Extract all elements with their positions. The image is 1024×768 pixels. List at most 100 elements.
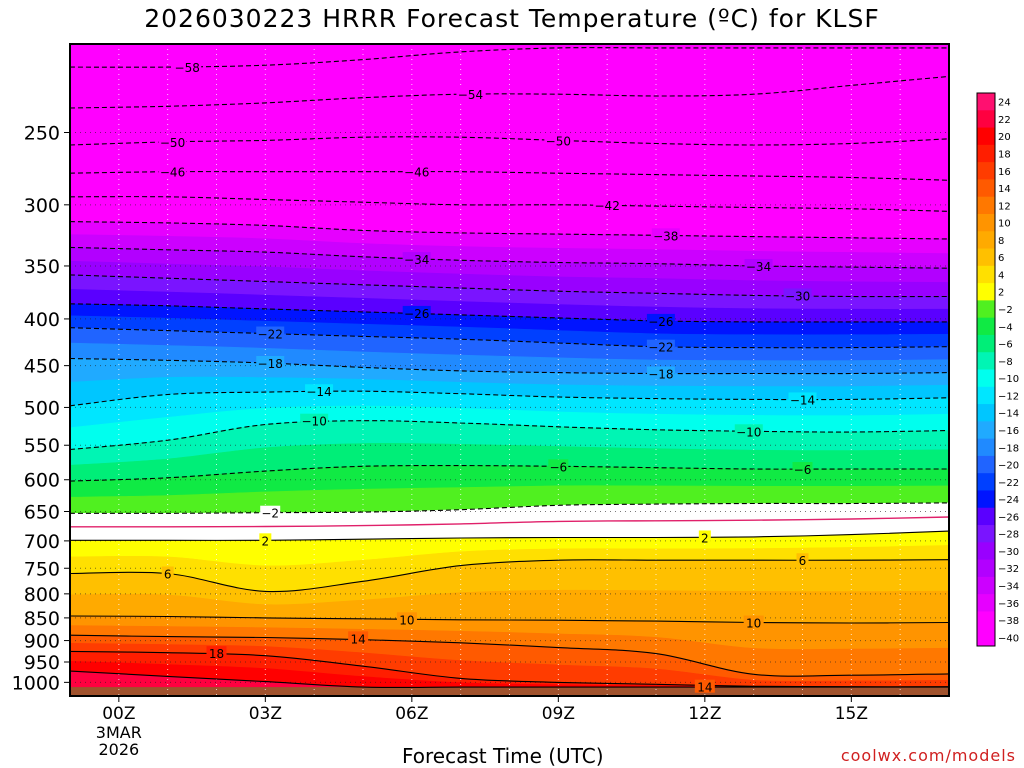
isotherm-label: −18 bbox=[258, 357, 283, 371]
isotherm-line bbox=[70, 303, 949, 323]
isotherm-line bbox=[70, 196, 949, 212]
y-tick-label: 850 bbox=[24, 608, 60, 630]
isotherm-label: −14 bbox=[306, 385, 331, 399]
x-tick-sublabel: 3MAR bbox=[96, 723, 142, 742]
plot-frame bbox=[69, 43, 950, 697]
isotherm-line bbox=[70, 670, 949, 689]
isotherm-label-bg bbox=[734, 424, 763, 438]
x-tick-label: 06Z bbox=[395, 704, 428, 724]
isotherm-label-bg bbox=[305, 384, 334, 398]
isotherm-label-bg bbox=[256, 326, 285, 340]
isotherm-label-bg bbox=[744, 258, 773, 272]
y-tick-label: 350 bbox=[24, 256, 60, 278]
legend-swatch bbox=[977, 438, 995, 457]
isotherm-label-bg bbox=[259, 533, 272, 547]
ground-surface bbox=[70, 687, 949, 696]
legend-label: −18 bbox=[998, 443, 1019, 454]
legend-swatch bbox=[977, 283, 995, 301]
x-tick-label: 09Z bbox=[542, 704, 575, 724]
isotherm-label-bg bbox=[646, 339, 675, 353]
y-tick-label: 750 bbox=[24, 558, 60, 580]
y-tick-label: 950 bbox=[24, 652, 60, 674]
isotherm-label: −42 bbox=[595, 199, 620, 213]
isotherm-line bbox=[70, 47, 949, 68]
isotherm-line bbox=[70, 171, 949, 181]
y-tick-label: 1000 bbox=[12, 672, 60, 694]
source-link[interactable]: coolwx.com/models bbox=[840, 746, 1016, 765]
isotherm-label-bg bbox=[348, 631, 369, 645]
legend-label: 16 bbox=[998, 167, 1011, 178]
isotherm-label: −30 bbox=[785, 289, 810, 303]
isotherm-line bbox=[70, 246, 949, 269]
legend-swatch bbox=[977, 179, 995, 198]
isotherm-label: 6 bbox=[164, 568, 172, 582]
isotherm-label: −54 bbox=[458, 88, 483, 102]
legend-label: 12 bbox=[998, 201, 1011, 212]
isotherm-label: 6 bbox=[799, 554, 807, 568]
legend-swatch bbox=[977, 611, 995, 630]
isotherm-line bbox=[70, 221, 949, 240]
isotherm-label-bg bbox=[402, 252, 431, 266]
isotherm-label-bg bbox=[646, 313, 675, 327]
isotherm-label: −26 bbox=[648, 315, 673, 329]
x-tick-label: 12Z bbox=[688, 704, 721, 724]
legend-label: 24 bbox=[998, 98, 1011, 109]
isotherm-label-bg bbox=[402, 305, 431, 319]
isotherm-line bbox=[70, 420, 949, 451]
isotherm-label-bg bbox=[456, 87, 485, 101]
isotherm-label: −46 bbox=[404, 166, 429, 180]
isotherm-label: −50 bbox=[160, 136, 185, 150]
isotherm-label: −14 bbox=[790, 393, 815, 407]
y-tick-label: 700 bbox=[24, 531, 60, 553]
isotherm-label-bg bbox=[260, 505, 281, 519]
isotherm-lines bbox=[70, 47, 949, 689]
chart-title: 2026030223 HRRR Forecast Temperature (ºC… bbox=[144, 4, 880, 33]
legend-swatch bbox=[977, 490, 995, 509]
x-tick-label: 00Z bbox=[102, 704, 135, 724]
legend-label: 22 bbox=[998, 115, 1011, 126]
isotherm-line bbox=[70, 390, 949, 407]
y-tick-label: 600 bbox=[24, 470, 60, 492]
legend-swatch bbox=[977, 352, 995, 370]
legend-swatch bbox=[977, 334, 995, 353]
isotherm-label-bg bbox=[783, 288, 812, 302]
legend-swatch bbox=[977, 594, 995, 612]
legend-swatch bbox=[977, 369, 995, 388]
legend-label: 8 bbox=[998, 236, 1004, 247]
isotherm-label-bg bbox=[743, 615, 764, 629]
y-tick-label: 450 bbox=[24, 356, 60, 378]
legend-swatch bbox=[977, 248, 995, 267]
isotherm-label: −34 bbox=[404, 253, 429, 267]
legend-swatch bbox=[977, 213, 995, 232]
isotherm-label-bg bbox=[158, 134, 187, 148]
legend-swatch bbox=[977, 559, 995, 578]
legend-swatch bbox=[977, 110, 995, 129]
isotherm-label-bg bbox=[161, 566, 174, 580]
legend-label: −16 bbox=[998, 426, 1019, 437]
isotherm-label-bg bbox=[788, 392, 817, 406]
legend-label: −24 bbox=[998, 495, 1019, 506]
isotherm-label: 10 bbox=[746, 617, 761, 631]
isotherm-label: −22 bbox=[258, 328, 283, 342]
isotherm-label: 2 bbox=[262, 534, 270, 548]
legend-label: −20 bbox=[998, 461, 1019, 472]
legend-label: 18 bbox=[998, 149, 1011, 160]
isotherm-label-bg bbox=[548, 459, 569, 473]
y-tick-label: 500 bbox=[24, 397, 60, 419]
x-tick-label: 15Z bbox=[835, 704, 868, 724]
isotherm-label-bg bbox=[206, 646, 227, 660]
isotherm-line bbox=[70, 530, 949, 541]
isotherm-line bbox=[70, 136, 949, 146]
legend-swatch bbox=[977, 576, 995, 595]
legend-label: −28 bbox=[998, 530, 1019, 541]
isotherm-label: −38 bbox=[653, 229, 678, 243]
isotherm-label-bg bbox=[544, 133, 573, 147]
legend-label: 6 bbox=[998, 253, 1004, 264]
isotherm-line bbox=[70, 615, 949, 624]
grid bbox=[70, 44, 949, 696]
legend-label: −30 bbox=[998, 547, 1019, 558]
y-tick-label: 900 bbox=[24, 631, 60, 653]
legend-swatch bbox=[977, 455, 995, 474]
legend-label: −12 bbox=[998, 391, 1019, 402]
